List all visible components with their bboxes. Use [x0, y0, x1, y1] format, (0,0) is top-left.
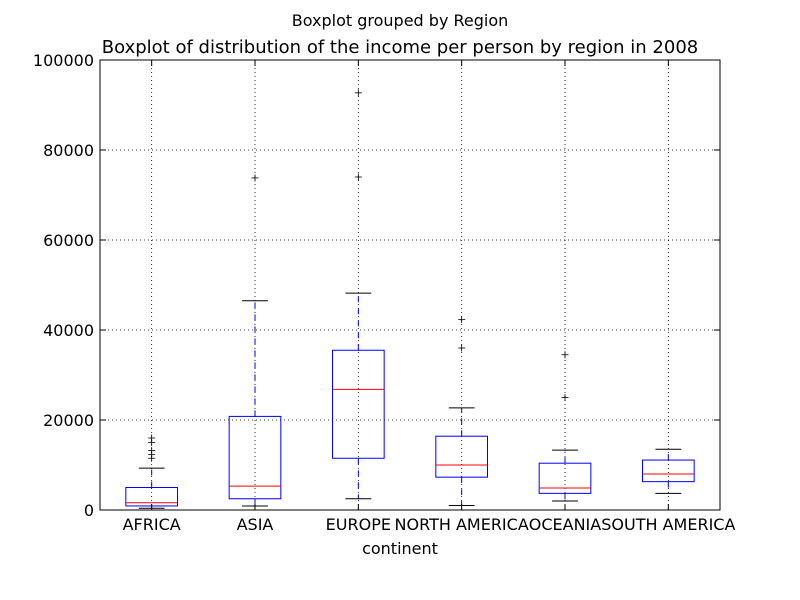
y-tick-label: 100000: [33, 51, 94, 70]
plot-frame: [99, 59, 721, 511]
y-tick-label: 80000: [43, 141, 94, 160]
flier-point: [354, 89, 362, 97]
boxes: [125, 89, 695, 509]
x-tick-label: EUROPE: [326, 515, 391, 534]
x-tick-label: AFRICA: [123, 515, 181, 534]
chart-title: Boxplot of distribution of the income pe…: [102, 37, 698, 58]
y-tick-label: 40000: [43, 321, 94, 340]
flier-point: [148, 447, 156, 455]
flier-point: [561, 394, 569, 401]
figure-suptitle: Boxplot grouped by Region: [292, 11, 509, 30]
flier-point: [148, 434, 156, 442]
axes: 0 20000 40000 60000 80000 100000 AFRICA ASIA EUR…: [33, 51, 736, 534]
x-tick-label: SOUTH AMERICA: [601, 515, 735, 534]
box: [538, 462, 592, 494]
box: [228, 415, 282, 500]
box-group-africa: [125, 434, 179, 509]
box-group-europe: [332, 89, 385, 500]
flier-point: [561, 351, 569, 359]
box: [642, 459, 695, 483]
box-group-north-america: [435, 316, 489, 506]
x-tick-label: OCEANIA: [529, 515, 602, 534]
y-tick-label: 20000: [43, 411, 94, 430]
x-tick-label: ASIA: [237, 515, 274, 534]
flier-point: [458, 344, 466, 352]
box-group-south-america: [642, 448, 695, 494]
y-tick-label: 60000: [43, 231, 94, 250]
y-tick-label: 0: [84, 501, 94, 520]
flier-point: [354, 173, 362, 181]
flier-point: [251, 174, 259, 182]
box-group-oceania: [538, 351, 592, 502]
x-axis-label: continent: [362, 539, 438, 558]
flier-point: [458, 316, 466, 324]
box: [435, 435, 489, 478]
x-tick-label: NORTH AMERICA: [395, 515, 529, 534]
box: [332, 349, 385, 459]
grid-lines: [100, 59, 720, 511]
